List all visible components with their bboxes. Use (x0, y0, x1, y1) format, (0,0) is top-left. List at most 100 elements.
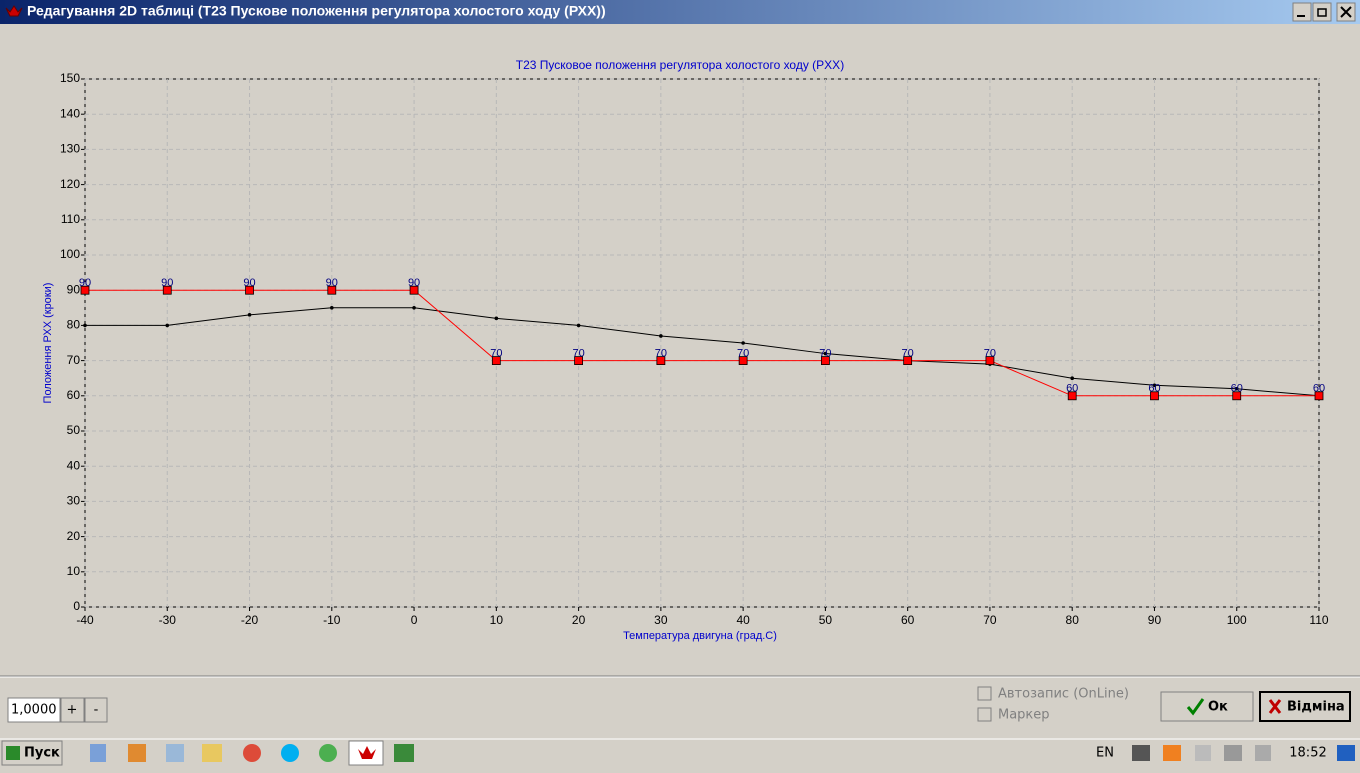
minimize-button[interactable] (1292, 2, 1312, 22)
point-marker (1070, 376, 1074, 381)
data-label: 70 (737, 348, 749, 360)
plot-area (84, 78, 1320, 608)
y-tick-label: 40 (67, 458, 81, 472)
point-marker (247, 313, 252, 317)
y-tick-label: 100 (60, 247, 80, 261)
minus-button[interactable] (84, 697, 108, 723)
point-marker (245, 285, 254, 295)
x-tick-label: -30 (159, 613, 177, 627)
taskbar-icon (358, 746, 376, 759)
tray-icon[interactable] (1255, 745, 1271, 761)
y-tick-label: 80 (67, 318, 81, 332)
y-tick-label: 90 (67, 282, 81, 296)
y-tick-label: 150 (60, 71, 80, 85)
x-tick-label: 50 (819, 613, 833, 627)
autosave-label: Автозапис (OnLine) (998, 687, 1129, 702)
tray-icon[interactable] (1132, 745, 1150, 761)
ok-icon (1186, 698, 1205, 716)
data-label: 60 (1231, 383, 1243, 395)
tray-icon[interactable] (1195, 745, 1211, 761)
y-tick-label: 140 (60, 106, 80, 120)
y-tick-label: 70 (67, 353, 81, 367)
y-tick-label: 130 (60, 142, 80, 156)
tray-icon[interactable] (1224, 745, 1242, 761)
point-marker (1314, 391, 1324, 401)
x-tick-label: 10 (490, 613, 504, 627)
point-marker (741, 341, 745, 345)
x-tick-label: 90 (1148, 613, 1162, 627)
taskbar-icon[interactable] (90, 744, 106, 762)
point-marker (738, 356, 748, 366)
data-label: 90 (243, 277, 255, 289)
point-marker (491, 356, 501, 366)
cancel-label: Відміна (1287, 700, 1345, 715)
point-marker (80, 285, 90, 295)
x-axis-label: Температура двигуна (град.С) (623, 630, 777, 642)
y-tick-label: 20 (67, 529, 81, 543)
start-icon (6, 746, 20, 760)
app-icon (5, 5, 23, 17)
y-tick-label: 120 (60, 177, 80, 191)
restore-button[interactable] (1312, 2, 1332, 22)
data-label: 70 (655, 348, 667, 360)
language-indicator[interactable]: EN (1096, 746, 1114, 761)
taskbar-icon[interactable] (319, 744, 337, 762)
x-tick-label: 40 (736, 613, 750, 627)
chart: T23 Пусковое положення регулятора холост… (42, 58, 1329, 642)
data-label: 70 (902, 348, 914, 360)
point-marker (1150, 391, 1159, 401)
y-tick-label: 50 (67, 423, 81, 437)
data-label: 70 (984, 348, 996, 360)
data-label: 70 (490, 348, 502, 360)
clock: 18:52 (1289, 746, 1326, 761)
point-marker (576, 323, 581, 328)
plus-button[interactable] (60, 697, 85, 723)
point-marker (412, 306, 416, 310)
x-tick-label: 100 (1227, 613, 1247, 627)
x-tick-label: -10 (323, 613, 341, 627)
point-marker (1234, 386, 1239, 391)
point-marker (327, 285, 337, 295)
point-marker (985, 356, 995, 366)
cancel-icon (1268, 699, 1282, 714)
y-tick-label: 110 (61, 212, 80, 226)
taskbar-icon[interactable] (281, 744, 299, 762)
point-marker (1067, 391, 1077, 401)
scale-input[interactable] (7, 697, 61, 723)
taskbar-icon[interactable] (128, 744, 146, 762)
taskbar-icon[interactable] (166, 744, 184, 762)
y-tick-label: 0 (73, 599, 80, 613)
point-marker (903, 356, 913, 366)
minus-label: - (94, 703, 99, 718)
series-line (85, 289, 1319, 397)
x-tick-label: 30 (654, 613, 668, 627)
point-marker (659, 334, 663, 338)
window-buttons[interactable] (1292, 2, 1356, 22)
data-label: 60 (1313, 383, 1325, 395)
x-tick-label: 110 (1309, 613, 1328, 627)
data-label: 90 (326, 277, 338, 289)
taskbar-icon[interactable] (243, 744, 261, 762)
taskbar-icon[interactable] (202, 744, 222, 762)
show-desktop[interactable] (1337, 745, 1355, 761)
marker-checkbox[interactable] (977, 707, 992, 722)
title-bar (0, 0, 1360, 24)
ok-button[interactable] (1160, 691, 1254, 722)
data-label: 70 (572, 348, 584, 360)
x-tick-label: 20 (572, 613, 586, 627)
x-tick-label: 70 (983, 613, 997, 627)
ok-label: Ок (1208, 700, 1228, 715)
tray-icon[interactable] (1163, 745, 1181, 761)
window-title: Редагування 2D таблиці (T23 Пускове поло… (27, 3, 606, 19)
data-label: 60 (1148, 383, 1160, 395)
point-marker (409, 285, 419, 295)
y-tick-label: 60 (67, 388, 81, 402)
data-label: 60 (1066, 383, 1078, 395)
point-marker (165, 323, 170, 328)
taskbar-icon[interactable] (394, 744, 414, 762)
autosave-checkbox[interactable] (977, 686, 992, 701)
point-marker (330, 306, 334, 310)
restore-glyph (1317, 8, 1327, 17)
point-marker (823, 351, 828, 356)
